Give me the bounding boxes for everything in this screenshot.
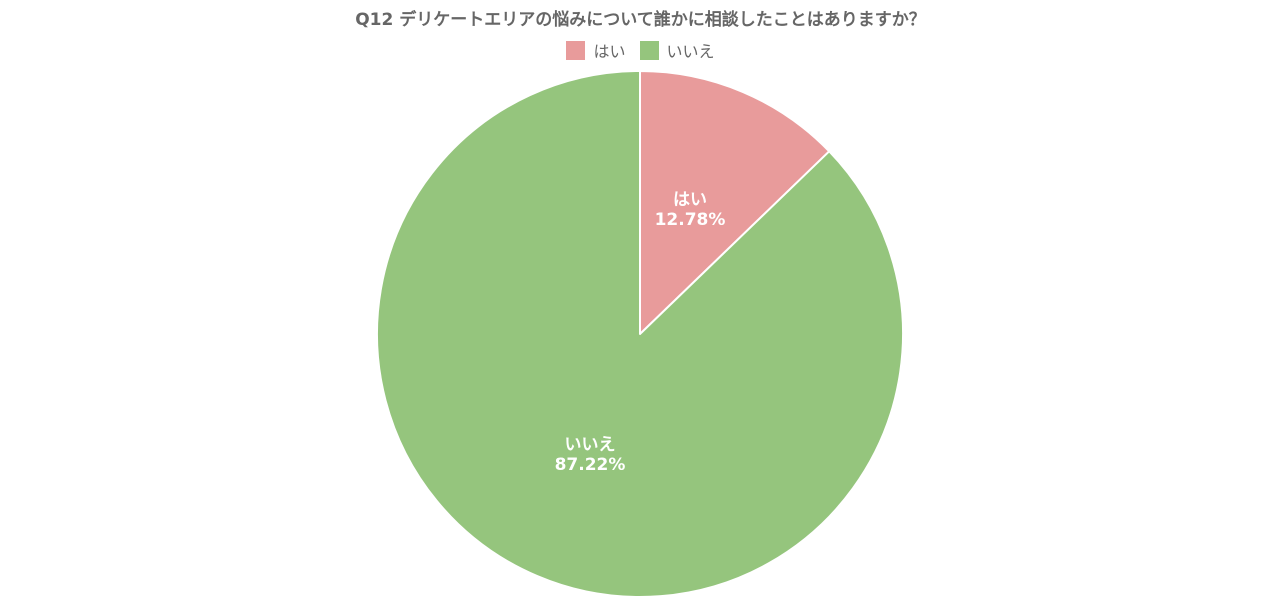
legend-swatch-yes — [566, 40, 586, 60]
pie-slices — [376, 70, 905, 598]
legend-item-yes[interactable]: はい — [566, 38, 626, 62]
legend-item-no[interactable]: いいえ — [639, 38, 715, 62]
pie-slice-labels: はい 12.78% いいえ 87.22% — [555, 190, 726, 475]
pie-slice-yes[interactable] — [639, 70, 831, 335]
slice-label-no-value: 87.22% — [555, 455, 626, 475]
chart-legend: はい いいえ — [0, 38, 1281, 62]
legend-label-yes: はい — [593, 42, 626, 61]
pie-slice-no[interactable] — [376, 70, 905, 598]
slice-label-no-name: いいえ — [565, 435, 616, 455]
legend-label-no: いいえ — [666, 42, 715, 61]
chart-title: Q12 デリケートエリアの悩みについて誰かに相談したことはありますか？ — [355, 10, 926, 30]
legend-swatch-no — [639, 40, 659, 60]
slice-label-yes-name: はい — [673, 190, 707, 210]
slice-label-yes-value: 12.78% — [655, 210, 726, 230]
